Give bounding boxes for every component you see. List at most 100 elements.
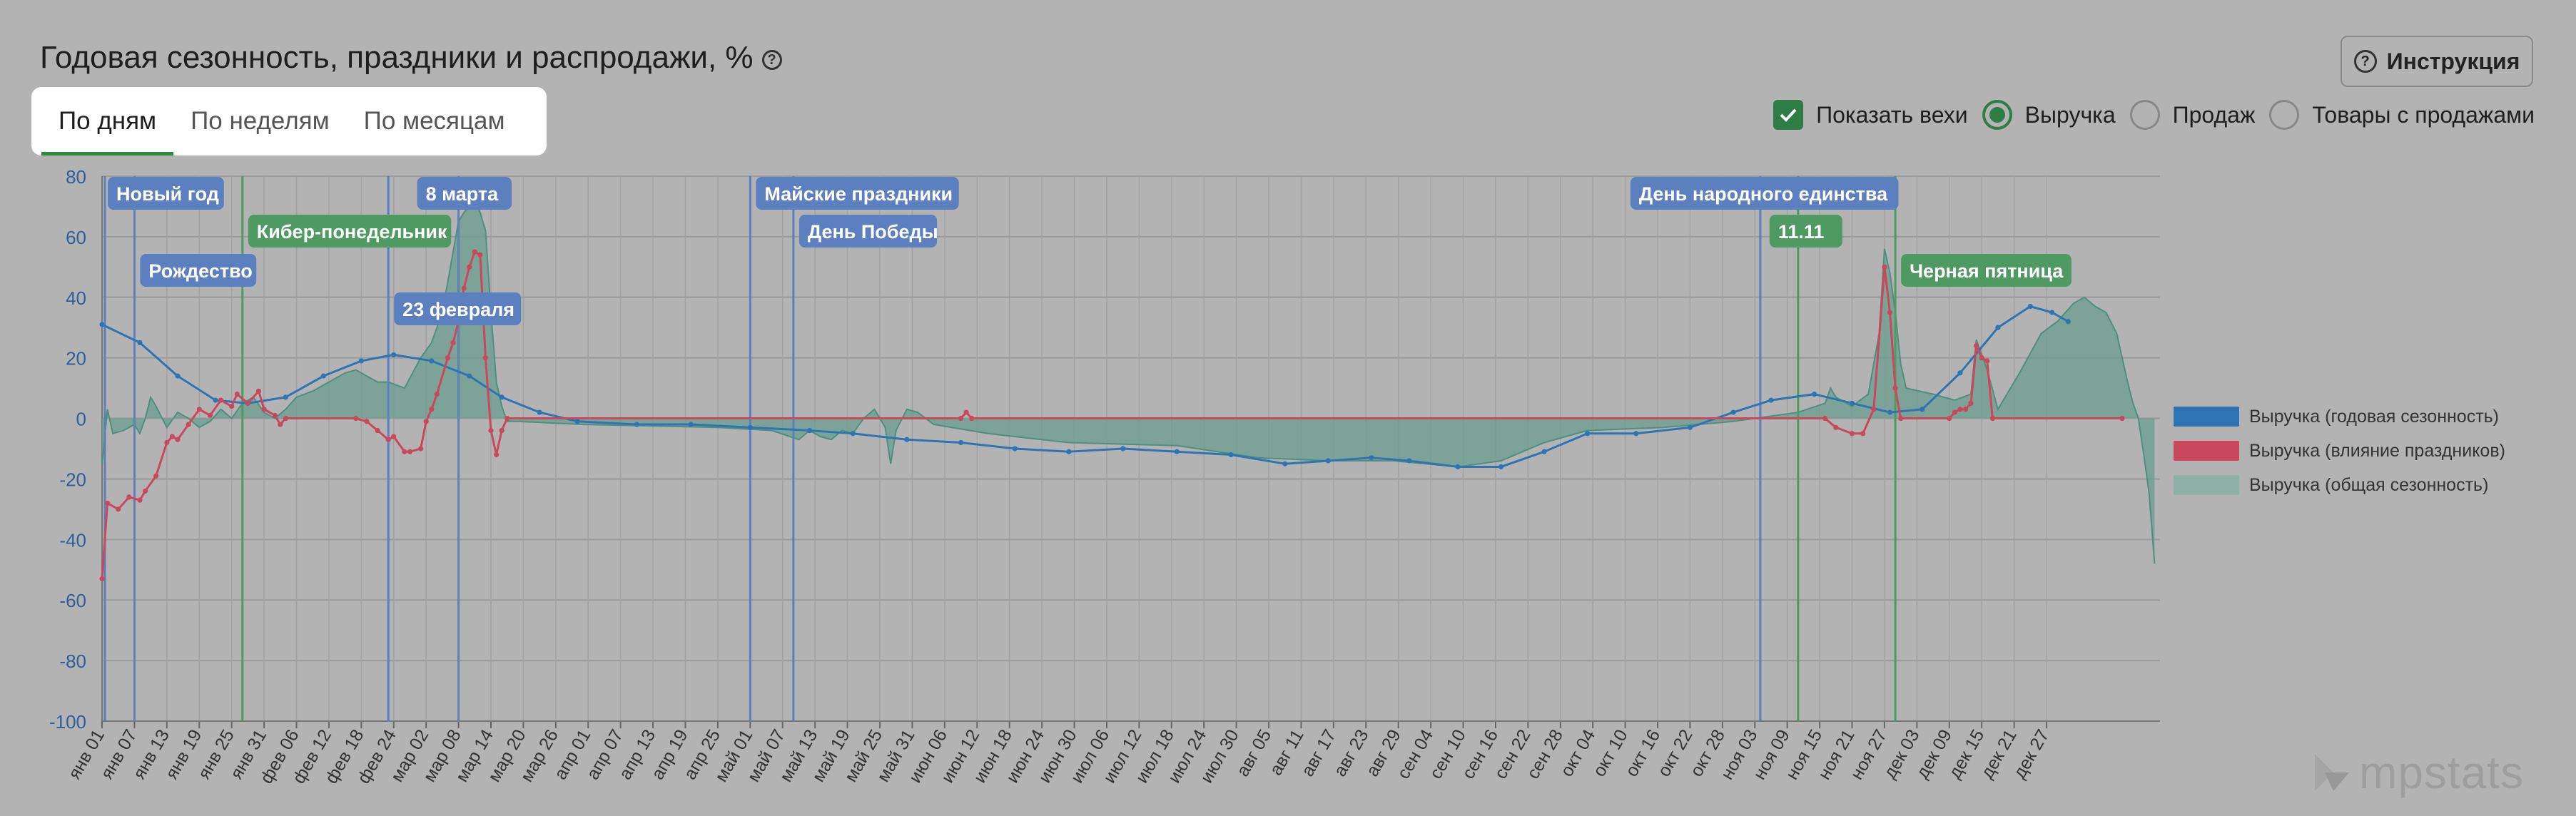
series-annual-point xyxy=(747,424,753,430)
series-holiday-point xyxy=(375,427,380,434)
series-holiday-point xyxy=(385,437,391,442)
milestone-label-box xyxy=(394,292,522,325)
series-annual-point xyxy=(1120,446,1126,452)
show-milestones-toggle[interactable]: Показать вехи xyxy=(1773,100,1968,130)
series-holiday-point xyxy=(2119,415,2125,422)
tab-months[interactable]: По месяцам xyxy=(363,107,505,135)
y-tick-label: -100 xyxy=(49,711,86,733)
series-annual-point xyxy=(1541,449,1547,454)
series-holiday-point xyxy=(493,452,500,458)
series-holiday-point xyxy=(169,434,176,439)
series-annual-point xyxy=(429,358,435,364)
series-holiday-point xyxy=(196,407,202,412)
series-holiday-point xyxy=(477,252,483,257)
series-holiday-point xyxy=(1887,310,1893,315)
radio-selected-icon[interactable] xyxy=(1982,100,2012,130)
series-annual-point xyxy=(1325,458,1331,464)
milestone-label-box xyxy=(798,215,938,248)
series-holiday-point xyxy=(499,427,504,434)
series-holiday-point xyxy=(461,285,467,291)
milestone-label-text: День народного единства xyxy=(1639,183,1888,205)
milestone-label-text: Майские праздники xyxy=(764,183,953,205)
series-annual-point xyxy=(688,422,694,427)
series-holiday-point xyxy=(164,439,170,446)
series-annual-point xyxy=(137,340,143,346)
metric-label-revenue: Выручка xyxy=(2024,101,2116,128)
tab-days[interactable]: По дням xyxy=(41,87,174,155)
series-holiday-point xyxy=(1952,409,1957,415)
series-holiday-point xyxy=(1892,385,1898,391)
milestone-label-box xyxy=(417,177,512,210)
series-annual-point xyxy=(213,397,218,403)
series-holiday-point xyxy=(958,415,964,422)
series-holiday-point xyxy=(261,407,267,412)
series-annual-point xyxy=(1228,452,1234,458)
metric-label-items-with-sales: Товары с продажами xyxy=(2312,101,2535,128)
series-holiday-point xyxy=(229,403,235,409)
logo-text: mpstats xyxy=(2359,747,2525,798)
series-annual-point xyxy=(467,373,472,379)
page-title: Годовая сезонность, праздники и распрода… xyxy=(40,40,782,76)
series-holiday-point xyxy=(1882,264,1887,270)
series-holiday-point xyxy=(1947,415,1952,422)
series-holiday-point xyxy=(429,407,435,412)
milestone-label: День народного единства xyxy=(1630,177,1899,210)
series-annual-point xyxy=(1811,392,1817,397)
milestone-label-text: 23 февраля xyxy=(402,299,514,320)
legend-label: Выручка (годовая сезонность) xyxy=(2249,406,2500,427)
y-tick-label: 20 xyxy=(66,348,86,369)
series-annual-point xyxy=(1498,464,1504,470)
logo-icon xyxy=(2315,754,2349,791)
chart-options: Показать вехи Выручка Продаж Товары с пр… xyxy=(1773,100,2535,130)
series-annual-point xyxy=(99,322,105,327)
series-holiday-point xyxy=(1898,415,1904,422)
tab-weeks[interactable]: По неделям xyxy=(191,107,330,135)
y-tick-label: 80 xyxy=(66,166,86,188)
series-holiday-point xyxy=(364,419,370,424)
metric-option-items-with-sales[interactable]: Товары с продажами xyxy=(2269,100,2535,130)
series-annual-point xyxy=(958,439,964,446)
y-tick-label: -80 xyxy=(59,651,86,672)
legend-swatch xyxy=(2174,475,2239,495)
legend-item-holidays[interactable]: Выручка (влияние праздников) xyxy=(2174,434,2505,468)
radio-icon[interactable] xyxy=(2269,100,2300,130)
series-holiday-point xyxy=(186,422,191,427)
legend-item-annual[interactable]: Выручка (годовая сезонность) xyxy=(2174,399,2505,434)
series-holiday-point xyxy=(126,494,132,500)
help-icon[interactable]: ? xyxy=(761,50,782,70)
series-annual-point xyxy=(1730,409,1736,415)
series-holiday-point xyxy=(272,412,278,418)
series-annual-point xyxy=(574,419,580,424)
radio-icon[interactable] xyxy=(2129,100,2160,130)
y-tick-label: 0 xyxy=(76,409,86,430)
series-holiday-point xyxy=(1979,355,1984,361)
series-annual-point xyxy=(1369,455,1374,461)
milestone-label-text: 11.11 xyxy=(1778,221,1825,243)
instruction-button[interactable]: ? Инструкция xyxy=(2341,36,2533,87)
series-annual-point xyxy=(1768,397,1774,403)
milestone-label-box xyxy=(108,177,224,210)
series-annual-point xyxy=(1957,370,1963,376)
milestone-label: Майские праздники xyxy=(756,177,959,210)
series-annual-point xyxy=(1849,400,1855,406)
milestone-label: Рождество xyxy=(140,254,257,287)
metric-option-revenue[interactable]: Выручка xyxy=(1982,100,2116,130)
series-holiday-point xyxy=(255,388,262,394)
milestone-label-box xyxy=(756,177,959,210)
series-annual-point xyxy=(1066,449,1072,454)
series-holiday-point xyxy=(1984,358,1990,364)
series-holiday-point xyxy=(482,355,489,361)
series-holiday-point xyxy=(445,355,451,361)
milestone-label-text: Кибер-понедельник xyxy=(257,221,447,243)
checkbox-checked-icon[interactable] xyxy=(1773,100,1804,130)
series-annual-point xyxy=(2049,310,2055,315)
legend-label: Выручка (общая сезонность) xyxy=(2249,474,2489,495)
legend-swatch xyxy=(2174,441,2239,461)
metric-option-sales[interactable]: Продаж xyxy=(2129,100,2255,130)
series-holiday-point xyxy=(234,392,240,397)
series-holiday-point xyxy=(418,446,424,452)
series-annual-point xyxy=(1687,424,1693,430)
series-annual-point xyxy=(499,394,504,400)
legend-item-total[interactable]: Выручка (общая сезонность) xyxy=(2174,468,2505,502)
series-holiday-point xyxy=(1968,400,1974,406)
